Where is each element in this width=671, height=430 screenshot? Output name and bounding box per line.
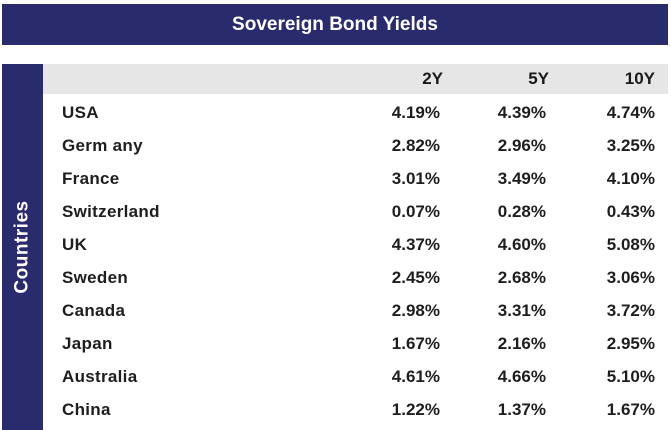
table-row: UK 4.37% 4.60% 5.08% (43, 228, 668, 261)
yield-10y-cell: 3.25% (606, 136, 655, 155)
country-cell: Sweden (62, 268, 129, 287)
country-cell: Australia (62, 367, 138, 386)
yield-10y-cell: 5.10% (606, 367, 655, 386)
yield-2y-cell: 3.01% (391, 169, 440, 188)
yield-2y-cell: 2.98% (391, 301, 440, 320)
yield-5y-cell: 1.37% (497, 400, 546, 419)
country-cell: USA (62, 103, 99, 122)
yield-5y-cell: 2.68% (497, 268, 546, 287)
yield-2y-cell: 4.61% (391, 367, 440, 386)
column-header-5y: 5Y (528, 69, 549, 88)
table-row: Germ any 2.82% 2.96% 3.25% (43, 129, 668, 162)
column-header-2y: 2Y (422, 69, 443, 88)
table-row: Australia 4.61% 4.66% 5.10% (43, 360, 668, 393)
column-header-10y: 10Y (624, 69, 655, 88)
table-row: China 1.22% 1.37% 1.67% (43, 393, 668, 426)
row-header-label: Countries (11, 200, 33, 294)
table-title: Sovereign Bond Yields (2, 4, 668, 45)
yield-10y-cell: 4.10% (606, 169, 655, 188)
yield-5y-cell: 4.60% (497, 235, 546, 254)
yield-10y-cell: 2.95% (606, 334, 655, 353)
row-header-bar: Countries (2, 64, 43, 430)
country-cell: China (62, 400, 111, 419)
table-row: Sweden 2.45% 2.68% 3.06% (43, 261, 668, 294)
yield-5y-cell: 0.28% (497, 202, 546, 221)
yield-5y-cell: 3.31% (497, 301, 546, 320)
table-row: USA 4.19% 4.39% 4.74% (43, 96, 668, 129)
yield-5y-cell: 2.96% (497, 136, 546, 155)
yield-2y-cell: 4.19% (391, 103, 440, 122)
yield-2y-cell: 1.67% (391, 334, 440, 353)
table-row: France 3.01% 3.49% 4.10% (43, 162, 668, 195)
yield-2y-cell: 4.37% (391, 235, 440, 254)
yield-10y-cell: 1.67% (606, 400, 655, 419)
country-cell: Japan (62, 334, 113, 353)
yield-2y-cell: 2.82% (391, 136, 440, 155)
yield-10y-cell: 4.74% (606, 103, 655, 122)
yield-2y-cell: 0.07% (391, 202, 440, 221)
yield-10y-cell: 5.08% (606, 235, 655, 254)
table-row: Canada 2.98% 3.31% 3.72% (43, 294, 668, 327)
country-cell: Switzerland (62, 202, 160, 221)
table-title-text: Sovereign Bond Yields (232, 13, 438, 35)
yield-5y-cell: 4.66% (497, 367, 546, 386)
yield-2y-cell: 2.45% (391, 268, 440, 287)
column-header-band (43, 64, 668, 94)
yield-10y-cell: 3.72% (606, 301, 655, 320)
yield-10y-cell: 3.06% (606, 268, 655, 287)
country-cell: UK (62, 235, 88, 254)
country-cell: France (62, 169, 120, 188)
table-row: Switzerland 0.07% 0.28% 0.43% (43, 195, 668, 228)
yield-2y-cell: 1.22% (391, 400, 440, 419)
yield-5y-cell: 3.49% (497, 169, 546, 188)
yield-5y-cell: 2.16% (497, 334, 546, 353)
yield-10y-cell: 0.43% (606, 202, 655, 221)
country-cell: Canada (62, 301, 126, 320)
table-row: Japan 1.67% 2.16% 2.95% (43, 327, 668, 360)
country-cell: Germ any (62, 136, 143, 155)
yield-5y-cell: 4.39% (497, 103, 546, 122)
